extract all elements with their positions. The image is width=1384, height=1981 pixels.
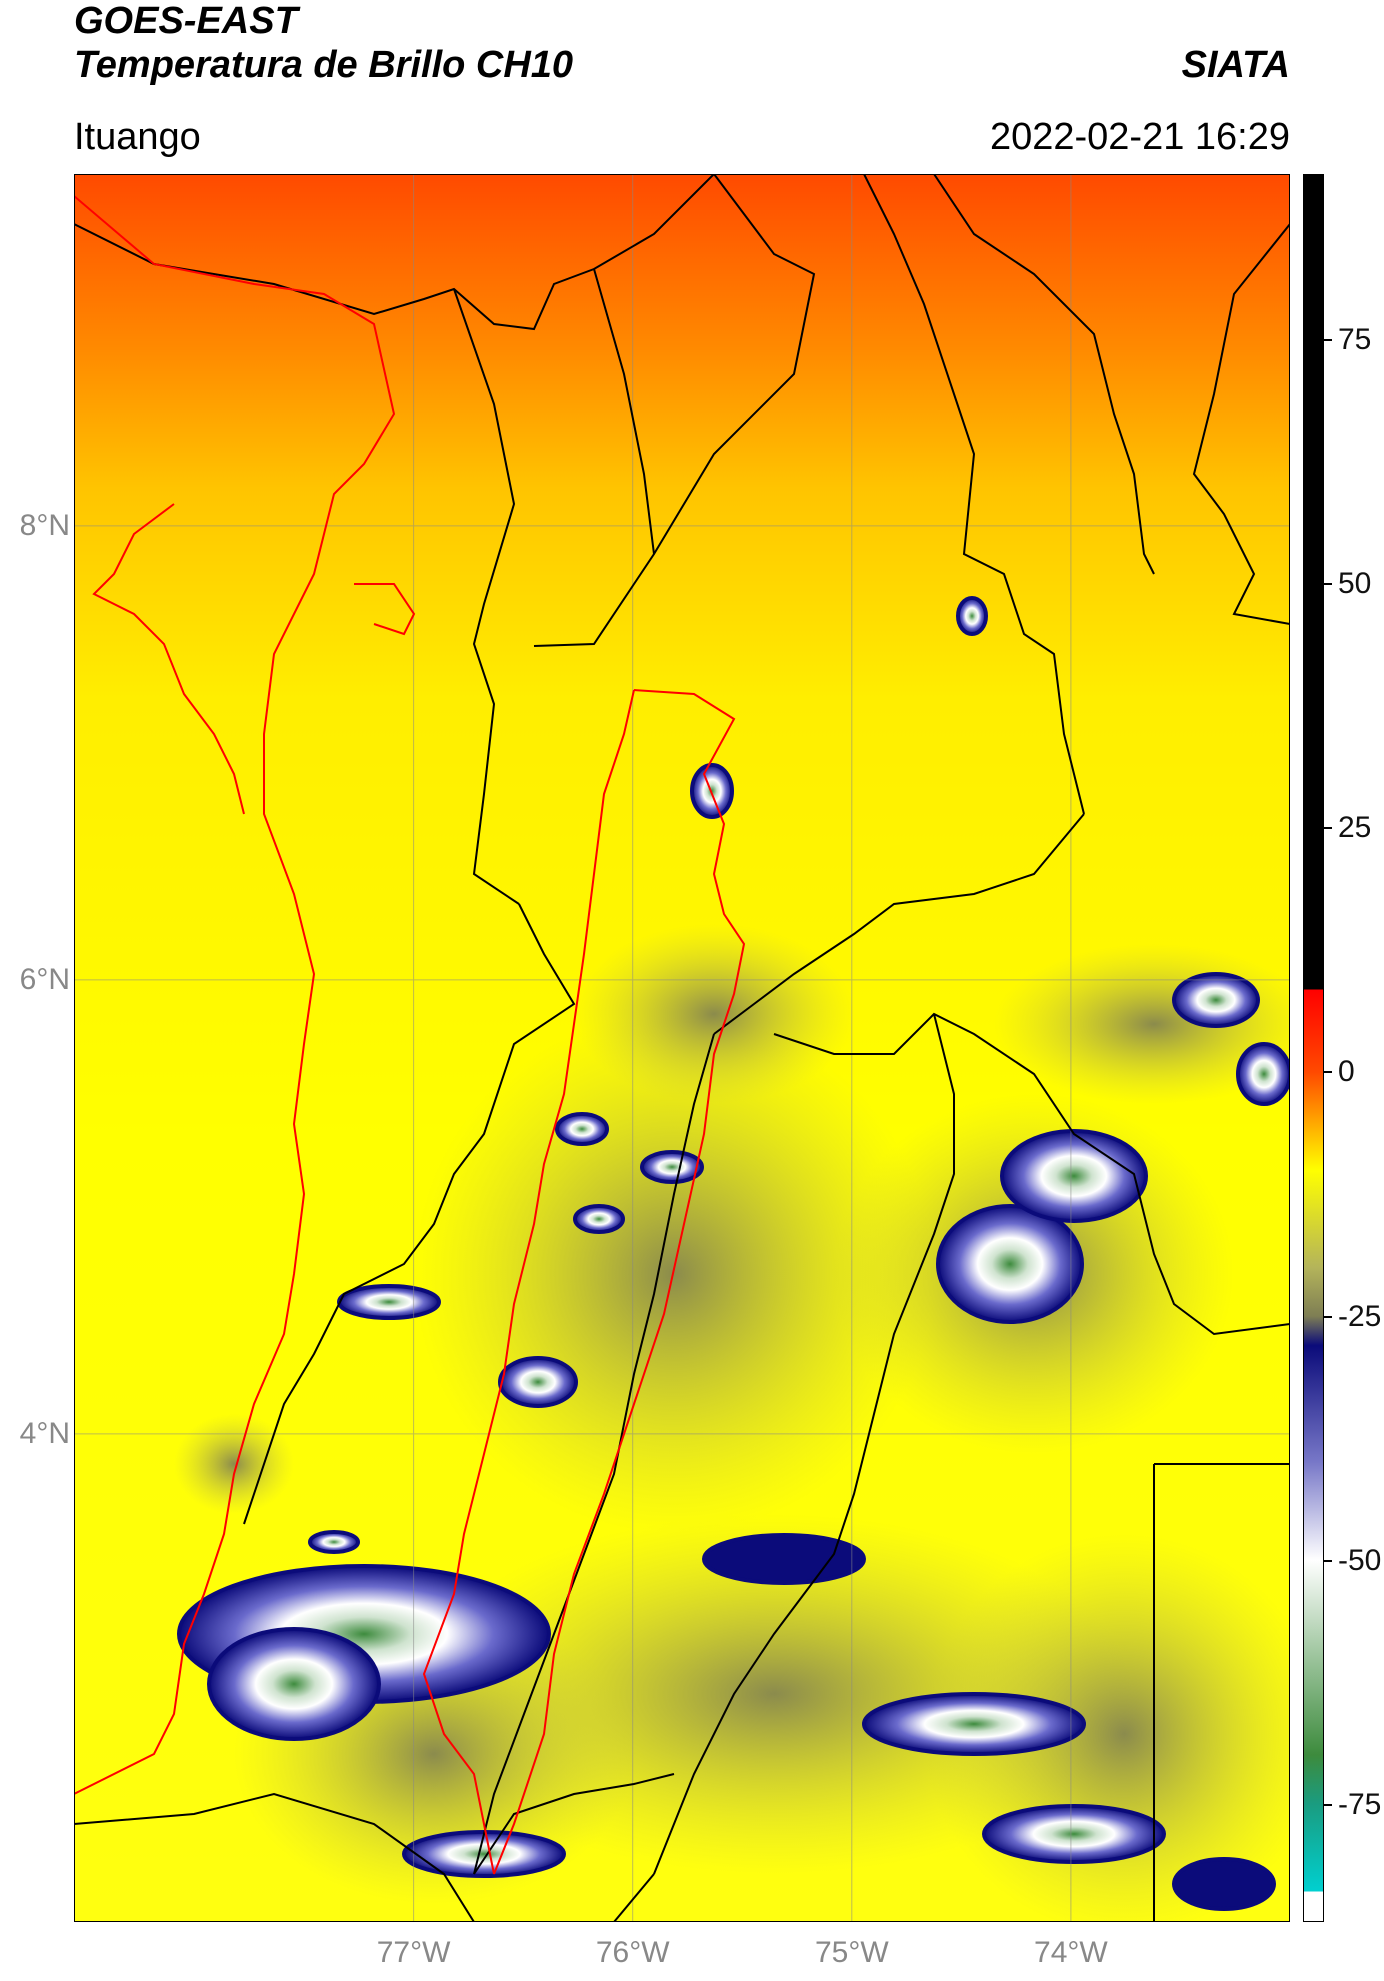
lat-label-6n: 6°N <box>19 962 70 996</box>
colorbar-label-50: 50 <box>1338 567 1372 601</box>
country-borders <box>74 174 1290 1922</box>
cloud-central-2 <box>640 1150 704 1184</box>
brightness-temperature-map <box>74 174 1290 1922</box>
satellite-title: GOES-EAST <box>74 0 298 42</box>
colorbar-tick <box>1324 1071 1332 1074</box>
lon-label-76w: 76°W <box>595 1936 670 1969</box>
cloud-west-2 <box>308 1530 360 1554</box>
colorbar-label-75: 75 <box>1338 323 1372 356</box>
cloud-south-2 <box>1172 1857 1276 1911</box>
colorbar-label-0: 0 <box>1338 1055 1355 1089</box>
cloud-northeast-small <box>956 596 988 636</box>
cloud-south-band-1 <box>702 1533 866 1585</box>
colorbar-tick <box>1324 827 1332 830</box>
cloud-east-upper <box>1000 1129 1148 1223</box>
region-label: Ituango <box>74 116 201 158</box>
cloud-north-small <box>690 763 734 819</box>
haze-north <box>574 924 854 1104</box>
cloud-south-1 <box>402 1830 566 1878</box>
lat-label-8n: 8°N <box>19 508 70 542</box>
product-title: Temperatura de Brillo CH10 <box>74 44 574 86</box>
lon-label-77w: 77°W <box>376 1936 451 1969</box>
highlight-border <box>74 195 746 1875</box>
cloud-central-3 <box>573 1204 625 1234</box>
cloud-layer <box>177 596 1290 1911</box>
lon-label-74w: 74°W <box>1034 1936 1108 1969</box>
cloud-south-band-2 <box>862 1692 1086 1756</box>
colorbar-tick <box>1324 339 1332 341</box>
colorbar-label-25: 25 <box>1338 811 1372 845</box>
haze-west <box>174 1414 294 1514</box>
cloud-central-4 <box>498 1356 578 1408</box>
colorbar-tick <box>1324 1559 1332 1562</box>
cloud-far-east-2 <box>1236 1042 1290 1106</box>
graticule <box>74 174 1290 1922</box>
cloud-far-east <box>1172 972 1260 1028</box>
org-label: SIATA <box>1181 44 1290 86</box>
colorbar-tick <box>1324 1803 1332 1806</box>
cloud-southwest-lobe <box>207 1627 381 1741</box>
cloud-south-band-3 <box>982 1804 1166 1864</box>
datetime-label: 2022-02-21 16:29 <box>989 116 1290 158</box>
cloud-west-1 <box>337 1284 441 1320</box>
lat-label-4n: 4°N <box>19 1416 70 1450</box>
colorbar-tick <box>1324 1315 1332 1318</box>
temperature-colorbar <box>1303 174 1324 1922</box>
cloud-east-central <box>936 1204 1084 1324</box>
colorbar-tick <box>1324 583 1332 586</box>
colorbar-label-minus-50: -50 <box>1338 1543 1382 1577</box>
colorbar-label-minus-75: -75 <box>1338 1787 1382 1821</box>
cloud-central-1 <box>555 1112 609 1146</box>
colorbar-label-minus-25: -25 <box>1338 1299 1382 1333</box>
lon-label-75w: 75°W <box>814 1936 889 1969</box>
